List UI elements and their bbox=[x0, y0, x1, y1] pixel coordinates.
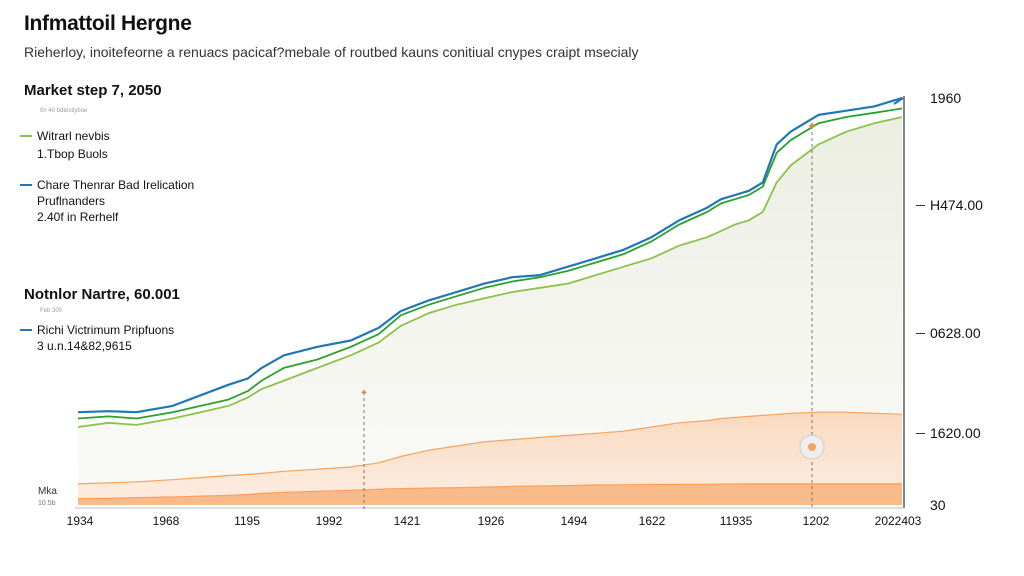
legend-sublabel: 3 u.n.14&82,9615 bbox=[37, 339, 132, 353]
x-tick-label: 2022403 bbox=[874, 514, 922, 528]
corner-label-b: 10.5b bbox=[38, 500, 56, 507]
area-layer bbox=[78, 117, 902, 505]
series-line-3 bbox=[77, 411, 903, 485]
area-fill-orange bbox=[78, 483, 902, 505]
annotation-notnlor-sub: Feb 300 bbox=[40, 308, 63, 314]
x-tick-label: 1421 bbox=[393, 514, 421, 528]
highlight-dot bbox=[808, 443, 816, 451]
legend-label: Chare Thenrar Bad Irelication bbox=[37, 178, 195, 192]
x-tick-label: 11935 bbox=[719, 514, 753, 528]
legend-swatch-green bbox=[20, 135, 32, 137]
series-line-1 bbox=[77, 107, 903, 420]
marker-star-icon: ✦ bbox=[360, 388, 368, 399]
x-tick-label: 1992 bbox=[315, 514, 343, 528]
y-tick-label: 0628.00 bbox=[930, 325, 981, 341]
series-line-4 bbox=[77, 483, 902, 500]
series-line-2 bbox=[77, 116, 903, 428]
chart-title: Infmattoil Hergne bbox=[24, 12, 192, 35]
area-fill-peach bbox=[78, 412, 902, 505]
y-tick-mark bbox=[916, 333, 925, 334]
annotation-notnlor: Notnlor Nartre, 60.001 bbox=[24, 286, 180, 303]
y-tick-mark bbox=[916, 433, 925, 434]
y-tick-mark bbox=[916, 205, 925, 206]
y-tick-label: 1620.00 bbox=[930, 425, 981, 441]
corner-label-a: Mka bbox=[38, 486, 57, 497]
y-tick-label: 30 bbox=[930, 497, 946, 513]
annotation-market-step: Market step 7, 2050 bbox=[24, 82, 162, 99]
x-tick-label: 1202 bbox=[802, 514, 830, 528]
legend-swatch-blue bbox=[20, 184, 32, 186]
legend-sublabel: Pruflnanders bbox=[37, 194, 106, 208]
y-tick-label: 1960 bbox=[930, 90, 962, 106]
y-tick-label: H474.00 bbox=[930, 197, 983, 213]
series-arrow-head bbox=[893, 97, 904, 105]
line-layer bbox=[77, 96, 903, 500]
legend-label: Witrarl nevbis bbox=[37, 129, 110, 143]
x-tick-label: 1934 bbox=[66, 514, 94, 528]
legend-sublabel: 1.Tbop Buols bbox=[37, 147, 108, 161]
x-tick-label: 1926 bbox=[477, 514, 505, 528]
x-tick-label: 1195 bbox=[234, 514, 260, 528]
legend-label: Richi Victrimum Pripfuons bbox=[37, 323, 175, 337]
legend-swatch-blue bbox=[20, 329, 32, 331]
area-fill-main bbox=[78, 117, 902, 505]
chart-subtitle: Rieherloy, inoitefeorne a renuacs pacica… bbox=[24, 44, 639, 60]
x-tick-label: 1494 bbox=[560, 514, 588, 528]
annotation-market-step-sub: 0n 40 bdtestiyboe bbox=[40, 108, 88, 114]
x-tick-label: 1968 bbox=[152, 514, 180, 528]
legend-sublabel: 2.40f in Rerhelf bbox=[37, 210, 119, 224]
series-line-0 bbox=[77, 96, 903, 414]
x-tick-label: 1622 bbox=[638, 514, 666, 528]
marker-star-icon: ✦ bbox=[807, 119, 817, 133]
